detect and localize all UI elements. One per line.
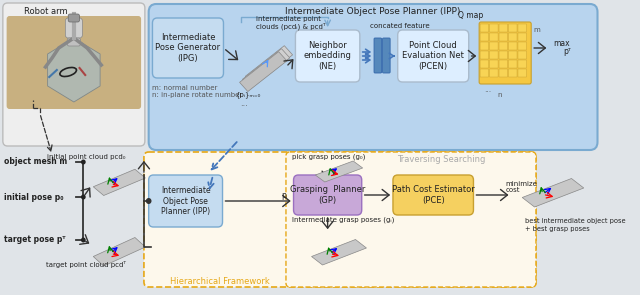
Text: initial point cloud pcd₀: initial point cloud pcd₀: [47, 154, 126, 160]
Text: m: normal number
n: in-plane rotate number: m: normal number n: in-plane rotate numb…: [152, 86, 243, 99]
Text: object mesh m: object mesh m: [4, 158, 67, 166]
Text: Traversing Searching: Traversing Searching: [397, 155, 485, 163]
FancyBboxPatch shape: [499, 42, 508, 50]
Text: Neighbor
embedding
(NE): Neighbor embedding (NE): [304, 41, 351, 71]
FancyBboxPatch shape: [518, 69, 527, 77]
Circle shape: [81, 194, 86, 199]
FancyBboxPatch shape: [6, 16, 141, 109]
FancyBboxPatch shape: [68, 14, 79, 22]
Polygon shape: [245, 46, 292, 86]
FancyBboxPatch shape: [518, 42, 527, 50]
FancyBboxPatch shape: [490, 69, 498, 77]
Circle shape: [146, 198, 152, 204]
Text: m: m: [533, 27, 540, 33]
FancyBboxPatch shape: [490, 33, 498, 41]
FancyBboxPatch shape: [148, 4, 598, 150]
FancyBboxPatch shape: [480, 51, 488, 59]
Polygon shape: [312, 240, 367, 265]
FancyBboxPatch shape: [509, 60, 517, 68]
Text: n: n: [498, 92, 502, 98]
Text: Robot arm: Robot arm: [24, 6, 67, 16]
FancyBboxPatch shape: [509, 33, 517, 41]
FancyBboxPatch shape: [67, 38, 81, 46]
Text: initial pose p₀: initial pose p₀: [4, 193, 63, 201]
Polygon shape: [93, 237, 145, 266]
FancyBboxPatch shape: [144, 152, 536, 287]
FancyBboxPatch shape: [499, 69, 508, 77]
FancyBboxPatch shape: [480, 42, 488, 50]
Text: Q map: Q map: [458, 11, 484, 19]
FancyBboxPatch shape: [518, 33, 527, 41]
Text: Intermediate grasp poses (gᵢ): Intermediate grasp poses (gᵢ): [292, 217, 394, 223]
Circle shape: [81, 160, 86, 165]
FancyBboxPatch shape: [509, 24, 517, 32]
Text: Intermediate Object Pose Planner (IPP): Intermediate Object Pose Planner (IPP): [285, 7, 461, 17]
Text: concated feature: concated feature: [370, 23, 429, 29]
Text: ...: ...: [484, 84, 491, 94]
FancyBboxPatch shape: [480, 24, 488, 32]
Text: ...: ...: [241, 99, 248, 109]
FancyBboxPatch shape: [509, 42, 517, 50]
Text: Path Cost Estimator
(PCE): Path Cost Estimator (PCE): [392, 185, 475, 205]
FancyBboxPatch shape: [490, 24, 498, 32]
FancyBboxPatch shape: [509, 51, 517, 59]
FancyBboxPatch shape: [499, 60, 508, 68]
Text: minimize
cost: minimize cost: [506, 181, 538, 194]
Polygon shape: [93, 169, 145, 196]
Polygon shape: [47, 38, 100, 102]
FancyBboxPatch shape: [518, 60, 527, 68]
FancyBboxPatch shape: [490, 60, 498, 68]
Text: pᵀ: pᵀ: [563, 47, 571, 57]
Text: target point cloud pcdᵀ: target point cloud pcdᵀ: [46, 261, 126, 268]
Polygon shape: [239, 52, 287, 91]
FancyBboxPatch shape: [518, 24, 527, 32]
Text: Intermediate
Object Pose
Planner (IPP): Intermediate Object Pose Planner (IPP): [161, 186, 211, 216]
FancyBboxPatch shape: [65, 18, 83, 38]
FancyBboxPatch shape: [296, 30, 360, 82]
Polygon shape: [316, 161, 363, 182]
FancyBboxPatch shape: [397, 30, 468, 82]
FancyBboxPatch shape: [374, 38, 381, 73]
FancyBboxPatch shape: [509, 69, 517, 77]
Text: Intermediate
Pose Generator
(IPG): Intermediate Pose Generator (IPG): [156, 33, 221, 63]
Circle shape: [81, 237, 86, 242]
FancyBboxPatch shape: [499, 33, 508, 41]
FancyBboxPatch shape: [499, 51, 508, 59]
FancyBboxPatch shape: [294, 175, 362, 215]
FancyBboxPatch shape: [480, 33, 488, 41]
Text: Hierarchical Framework: Hierarchical Framework: [170, 278, 269, 286]
Polygon shape: [522, 178, 584, 207]
Text: {pᵢ}ₘ₌₀: {pᵢ}ₘ₌₀: [235, 92, 260, 98]
FancyBboxPatch shape: [518, 51, 527, 59]
FancyBboxPatch shape: [3, 3, 145, 146]
FancyBboxPatch shape: [479, 22, 531, 84]
FancyBboxPatch shape: [490, 51, 498, 59]
Text: max: max: [553, 40, 570, 48]
Text: intermediate point
clouds (pcdᵢ) & pcdᵀ: intermediate point clouds (pcdᵢ) & pcdᵀ: [255, 16, 325, 30]
Text: Point Cloud
Evaluation Net
(PCEN): Point Cloud Evaluation Net (PCEN): [403, 41, 464, 71]
FancyBboxPatch shape: [499, 24, 508, 32]
FancyBboxPatch shape: [148, 175, 223, 227]
FancyBboxPatch shape: [286, 152, 536, 287]
FancyBboxPatch shape: [480, 69, 488, 77]
FancyBboxPatch shape: [480, 60, 488, 68]
Text: target pose pᵀ: target pose pᵀ: [4, 235, 65, 245]
FancyBboxPatch shape: [393, 175, 474, 215]
FancyBboxPatch shape: [490, 42, 498, 50]
Polygon shape: [243, 49, 290, 88]
Text: pᵢ: pᵢ: [281, 191, 287, 199]
Text: Grasping  Planner
(GP): Grasping Planner (GP): [290, 185, 365, 205]
Text: pick grasp poses (g₀): pick grasp poses (g₀): [292, 154, 365, 160]
FancyBboxPatch shape: [383, 38, 390, 73]
Text: best intermediate object pose
+ best grasp poses: best intermediate object pose + best gra…: [525, 219, 625, 232]
FancyBboxPatch shape: [152, 18, 223, 78]
